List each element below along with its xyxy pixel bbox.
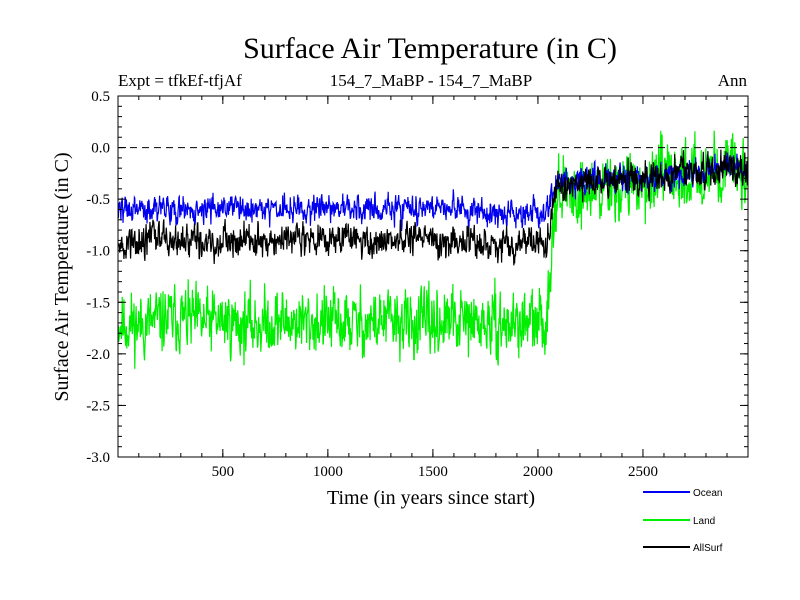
x-tick-label: 1500: [418, 464, 448, 480]
axes-layer: 0.5 0.0 -0.5 -1.0 -1.5 -2.0 -2.5 -3.0 500 1000 150…: [86, 89, 749, 480]
legend: Ocean Land AllSurf: [643, 488, 723, 554]
legend-land-label: Land: [693, 516, 715, 527]
experiment-label: Expt = tfkEf-tfjAf: [118, 71, 242, 90]
legend-ocean-label: Ocean: [693, 488, 722, 499]
season-label: Ann: [718, 71, 748, 90]
legend-allsurf-label: AllSurf: [693, 543, 723, 554]
series-layer: [118, 130, 748, 369]
plot-frame: [117, 95, 749, 458]
y-tick-label: -3.0: [86, 450, 110, 466]
y-tick-label: -1.5: [86, 295, 110, 311]
y-tick-label: -2.0: [86, 347, 110, 363]
y-tick-label: -0.5: [86, 192, 110, 208]
chart-title: Surface Air Temperature (in C): [243, 32, 617, 65]
x-tick-label: 2000: [523, 464, 553, 480]
x-axis-label: Time (in years since start): [327, 487, 535, 509]
y-tick-label: -2.5: [86, 398, 110, 414]
y-tick-label: 0.5: [91, 89, 110, 105]
x-tick-label: 2500: [628, 464, 658, 480]
y-axis-label: Surface Air Temperature (in C): [51, 152, 73, 401]
y-tick-label: 0.0: [91, 141, 110, 157]
series-line-allsurf: [118, 149, 748, 266]
y-tick-label: -1.0: [86, 244, 110, 260]
period-label: 154_7_MaBP - 154_7_MaBP: [330, 71, 532, 90]
x-tick-label: 500: [212, 464, 235, 480]
x-tick-label: 1000: [313, 464, 343, 480]
